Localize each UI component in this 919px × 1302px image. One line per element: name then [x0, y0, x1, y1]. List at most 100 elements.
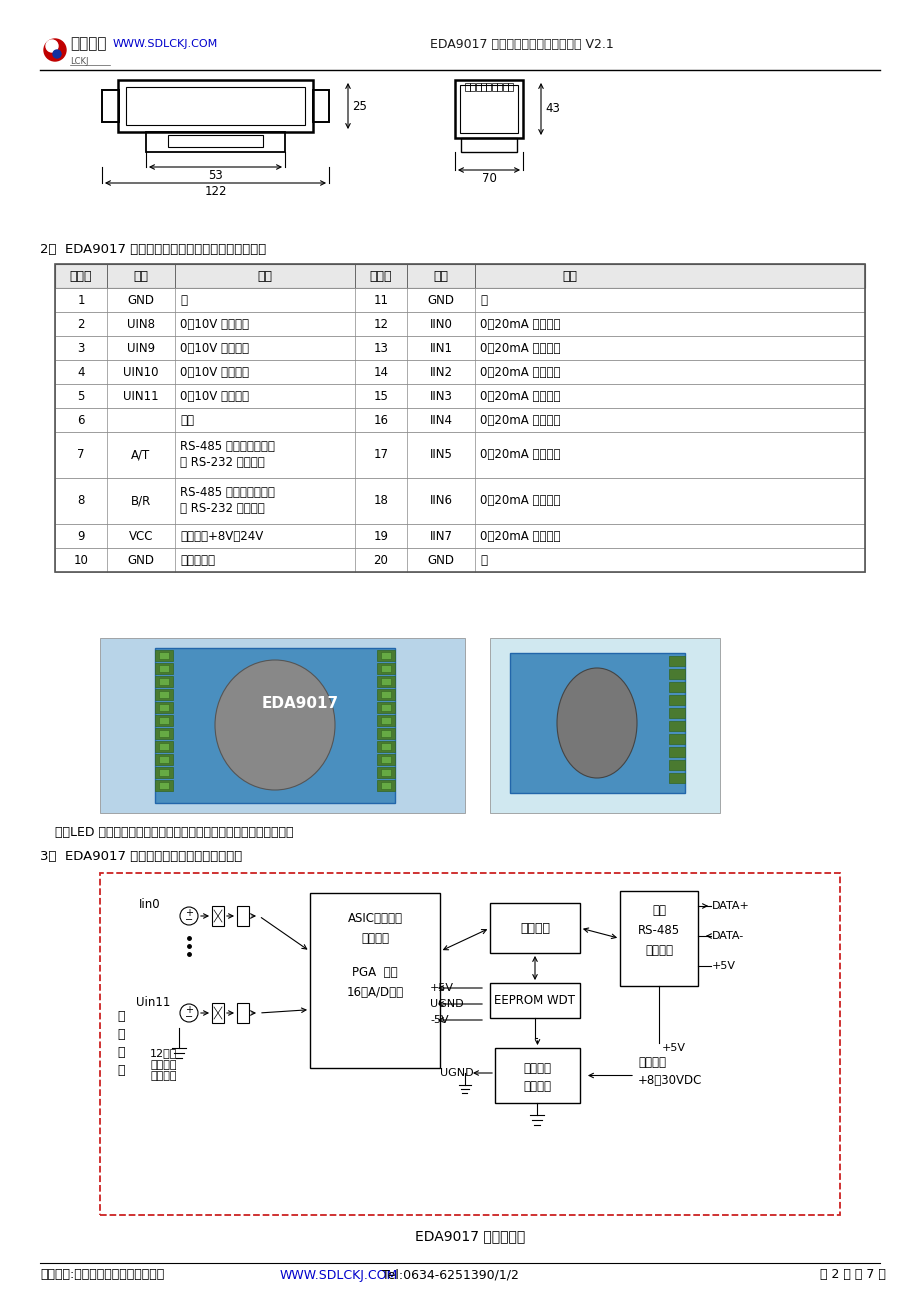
Text: 16: 16	[373, 414, 388, 427]
Text: GND: GND	[427, 553, 454, 566]
Bar	[507, 83, 513, 91]
Text: 描述: 描述	[257, 270, 272, 283]
Text: 描述: 描述	[562, 270, 577, 283]
Text: EDA9017 模拟量测量模块使用说明书 V2.1: EDA9017 模拟量测量模块使用说明书 V2.1	[429, 38, 613, 51]
Bar	[668, 760, 685, 769]
Bar	[380, 665, 391, 672]
Text: 地: 地	[180, 293, 187, 306]
Text: 12通道
信号变换
及多路器: 12通道 信号变换 及多路器	[150, 1048, 177, 1081]
Bar	[211, 1003, 223, 1023]
Text: +5V: +5V	[662, 1043, 686, 1053]
Text: 6: 6	[77, 414, 85, 427]
Bar	[668, 734, 685, 743]
Text: IIN5: IIN5	[429, 448, 452, 461]
Text: 隔离转换: 隔离转换	[523, 1079, 550, 1092]
Bar	[159, 769, 169, 776]
Bar	[55, 548, 864, 572]
Bar	[159, 652, 169, 659]
Text: EDA9017: EDA9017	[261, 695, 338, 711]
Bar	[377, 728, 394, 740]
Text: 3、  EDA9017 模拟量测量模块功能框图如下：: 3、 EDA9017 模拟量测量模块功能框图如下：	[40, 850, 242, 863]
Circle shape	[44, 39, 66, 61]
Text: 3: 3	[77, 341, 85, 354]
Text: 16位A/D转换: 16位A/D转换	[346, 987, 403, 1000]
Bar	[55, 478, 864, 523]
Bar	[154, 728, 173, 740]
Text: Tel:0634-6251390/1/2: Tel:0634-6251390/1/2	[369, 1268, 518, 1281]
Bar	[108, 888, 134, 1200]
Bar	[55, 432, 864, 478]
Text: 信
号
输
入: 信 号 输 入	[117, 1010, 125, 1078]
Text: 或 RS-232 数据输入: 或 RS-232 数据输入	[180, 503, 265, 516]
Text: -5V: -5V	[429, 1016, 448, 1025]
Bar	[377, 702, 394, 713]
Bar	[55, 523, 864, 548]
Bar	[154, 650, 173, 661]
Bar	[159, 717, 169, 724]
Bar	[502, 83, 507, 91]
Ellipse shape	[556, 668, 636, 779]
Text: IIN6: IIN6	[429, 495, 452, 508]
Text: IIN1: IIN1	[429, 341, 452, 354]
Text: +5V: +5V	[429, 983, 453, 993]
Bar	[492, 83, 496, 91]
Text: GND: GND	[427, 293, 454, 306]
Text: Uin11: Uin11	[136, 996, 170, 1009]
Text: IIN3: IIN3	[429, 389, 452, 402]
Text: 电源降压: 电源降压	[523, 1061, 550, 1074]
Text: RS-485: RS-485	[637, 924, 679, 937]
Bar	[470, 83, 475, 91]
Bar	[377, 650, 394, 661]
Bar	[380, 678, 391, 685]
Text: 43: 43	[544, 103, 560, 116]
Text: 电源输入: 电源输入	[637, 1056, 665, 1069]
Bar	[486, 83, 491, 91]
Text: +: +	[185, 907, 193, 918]
Bar	[475, 83, 481, 91]
Bar	[168, 135, 263, 147]
Text: EDA9017 功能方框图: EDA9017 功能方框图	[414, 1229, 525, 1243]
Text: B/R: B/R	[130, 495, 151, 508]
Text: 2、  EDA9017 模拟量测量模块引脚定义与图片如下：: 2、 EDA9017 模拟量测量模块引脚定义与图片如下：	[40, 243, 266, 256]
Text: 通讯接口: 通讯接口	[644, 944, 673, 957]
Text: EEPROM WDT: EEPROM WDT	[494, 993, 575, 1006]
Text: 12: 12	[373, 318, 388, 331]
Bar	[100, 638, 464, 812]
Bar	[154, 663, 173, 674]
Bar	[55, 408, 864, 432]
Bar	[668, 708, 685, 717]
Bar	[377, 663, 394, 674]
Text: 0～20mA 电流输入: 0～20mA 电流输入	[480, 341, 560, 354]
Text: DATA+: DATA+	[711, 901, 749, 911]
Bar	[118, 79, 312, 132]
Text: 122: 122	[204, 185, 226, 198]
Bar	[380, 769, 391, 776]
Text: WWW.SDLCKJ.COM: WWW.SDLCKJ.COM	[113, 39, 218, 49]
Text: VCC: VCC	[129, 530, 153, 543]
Bar	[55, 359, 864, 384]
Text: UIN8: UIN8	[127, 318, 154, 331]
Text: 地: 地	[480, 553, 486, 566]
Bar	[377, 767, 394, 779]
Bar	[464, 83, 470, 91]
Text: 15: 15	[373, 389, 388, 402]
Bar	[490, 983, 579, 1018]
Text: IIN7: IIN7	[429, 530, 452, 543]
Bar	[377, 676, 394, 687]
Bar	[509, 654, 685, 793]
Text: 4: 4	[77, 366, 85, 379]
Bar	[154, 754, 173, 766]
Text: 地: 地	[480, 293, 486, 306]
Bar	[159, 678, 169, 685]
Text: −: −	[185, 915, 193, 924]
Text: ASIC数据采集: ASIC数据采集	[347, 911, 403, 924]
Bar	[154, 741, 173, 753]
Text: 名称: 名称	[133, 270, 148, 283]
Text: 电源正，+8V～24V: 电源正，+8V～24V	[180, 530, 263, 543]
Text: 0～10V 电压输入: 0～10V 电压输入	[180, 341, 249, 354]
Text: DATA-: DATA-	[711, 931, 743, 941]
Text: IIN2: IIN2	[429, 366, 452, 379]
Text: 20: 20	[373, 553, 388, 566]
Text: 13: 13	[373, 341, 388, 354]
Bar	[460, 85, 517, 133]
